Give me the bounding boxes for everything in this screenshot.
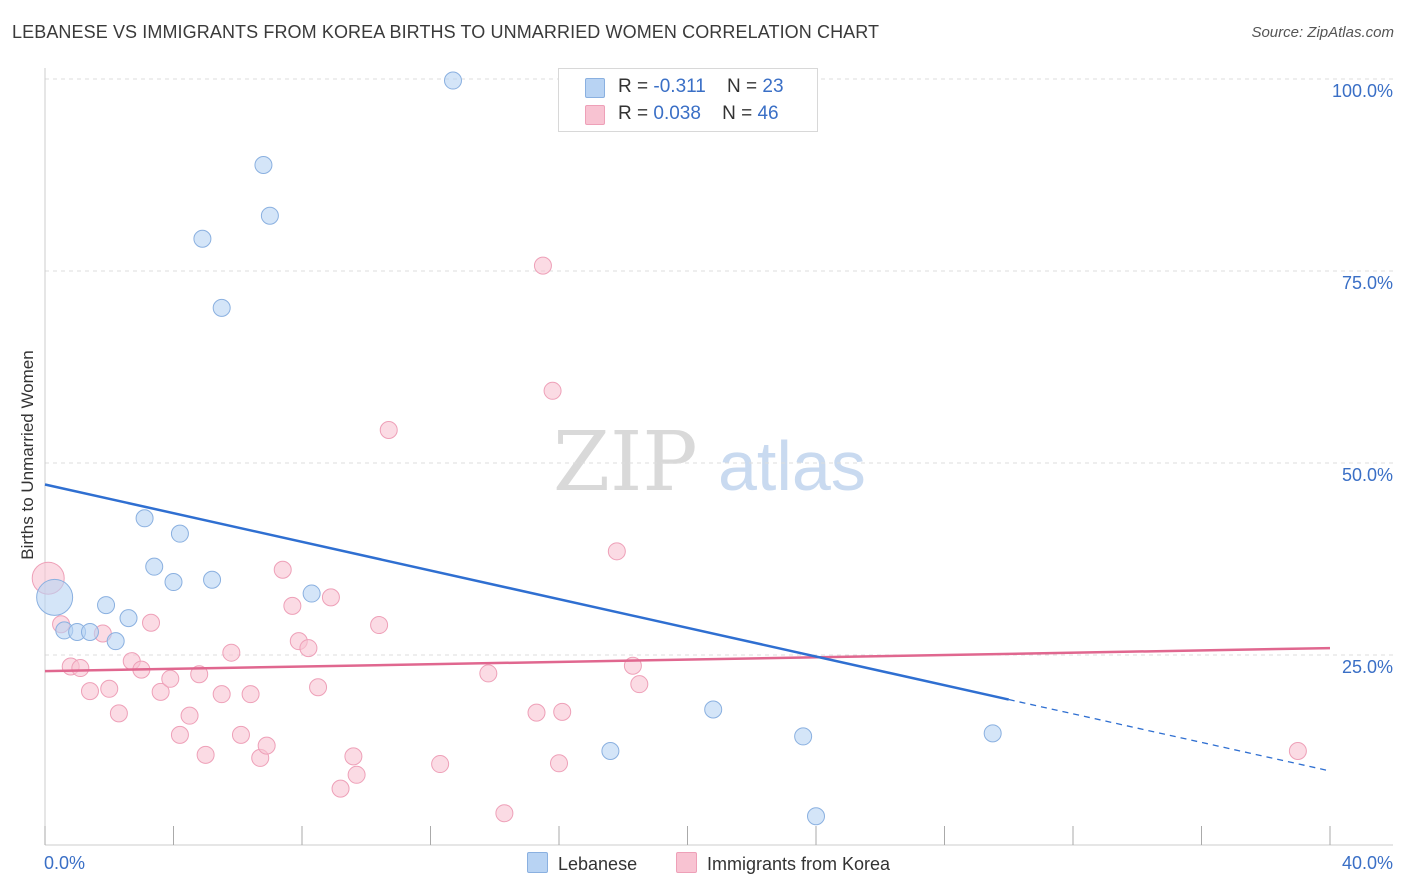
korea-point [231,725,250,744]
watermark-atlas: atlas [718,427,866,505]
korea-point [257,736,276,755]
lebanese-point [704,700,723,719]
legend-n-label: N = [726,76,758,97]
lebanese-point [145,557,164,576]
lebanese-point [807,807,825,826]
lebanese-legend-label: Lebanese [558,854,638,874]
korea-point [370,616,389,635]
korea-point [479,664,498,683]
legend-r-value: -0.311 [653,76,706,97]
korea-point [283,596,302,615]
lebanese-point [119,609,138,628]
stats-legend: R = -0.311 N = 23 R = 0.038 N = 46 [558,68,818,132]
lebanese-point [443,71,462,90]
lebanese-point [983,724,1002,743]
lebanese-point [794,727,813,746]
korea-point [347,765,366,784]
y-tick-label: 100.0% [1332,81,1393,101]
lebanese-point [80,622,99,641]
korea-point [321,588,340,607]
lebanese-swatch [585,78,605,98]
korea-point [71,659,90,678]
legend-n-value: 46 [757,103,779,124]
legend-n-value: 23 [762,76,784,97]
korea-point [550,754,568,773]
bottom-legend-lebanese: Lebanese [527,852,637,875]
korea-point [630,675,649,694]
legend-r-label: R = [618,76,649,97]
x-tick-label: 40.0% [1342,853,1393,873]
korea-point [190,665,209,684]
korea-point [543,381,562,400]
bottom-legend-korea: Immigrants from Korea [676,852,890,875]
korea-point [212,685,231,704]
korea-point [299,639,318,658]
korea-point [553,702,572,721]
lebanese-trend-extension [1008,698,1331,772]
lebanese-point [170,524,189,543]
korea-point [241,685,260,704]
x-tick-label: 0.0% [44,853,85,873]
y-tick-label: 25.0% [1342,657,1393,677]
lebanese-point [193,229,212,248]
korea-point [331,779,350,798]
y-axis-label: Births to Unmarried Women [18,350,37,560]
source-label: Source: ZipAtlas.com [1251,24,1394,41]
lebanese-point [260,206,279,225]
korea-point [1288,742,1307,760]
korea-point [180,706,199,725]
korea-point [222,643,241,662]
korea-swatch [585,105,605,125]
korea-point [170,725,189,744]
korea-trend-line [44,646,1331,673]
korea-legend-label: Immigrants from Korea [707,854,891,874]
chart-title: LEBANESE VS IMMIGRANTS FROM KOREA BIRTHS… [12,22,880,42]
korea-point [80,682,99,701]
korea-point [151,682,170,701]
lebanese-trend-line [44,483,1010,701]
korea-point [109,704,128,723]
korea-point [161,669,180,688]
lebanese-legend-swatch [527,852,548,873]
korea-legend-swatch [676,852,697,873]
lebanese-point [106,632,125,651]
korea-point [309,678,328,697]
lebanese-point [212,298,231,317]
lebanese-point [254,156,273,175]
lebanese-point [601,742,620,760]
korea-point [379,420,398,439]
korea-point [344,747,363,766]
korea-point [431,755,450,774]
korea-point [607,542,626,561]
korea-point [495,804,514,823]
lebanese-point [135,509,154,528]
lebanese-point [97,596,116,615]
y-tick-label: 75.0% [1342,273,1393,293]
korea-point [142,613,161,632]
korea-point [273,560,292,579]
korea-point [533,256,552,275]
lebanese-point [164,573,183,592]
watermark-zip: ZIP [553,415,698,510]
y-tick-label: 50.0% [1342,465,1393,485]
legend-n-label: N = [722,103,753,124]
lebanese-point [36,578,74,616]
legend-r-value: 0.038 [653,103,701,124]
lebanese-point [203,570,222,589]
lebanese-point [302,584,321,603]
legend-r-label: R = [618,103,649,124]
korea-point [196,745,215,764]
korea-point [527,703,546,722]
korea-point [100,679,119,698]
